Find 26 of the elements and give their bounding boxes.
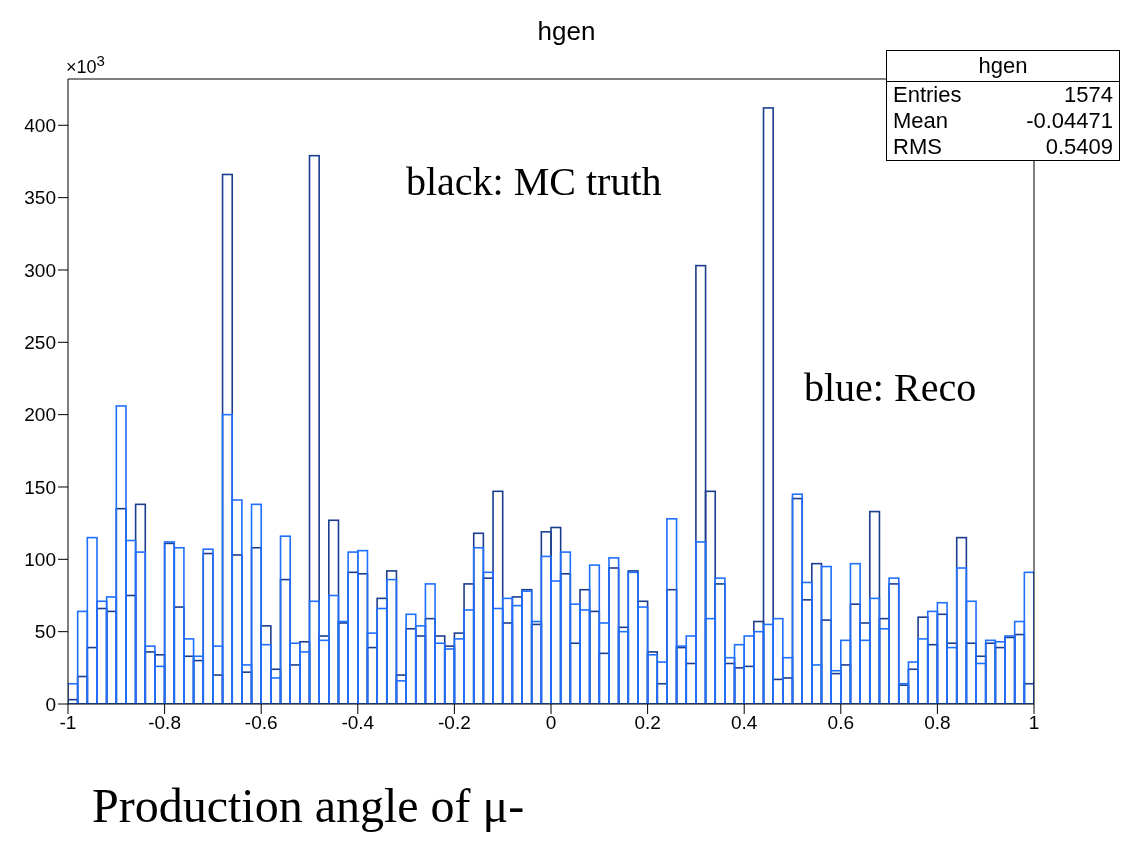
x-tick-label: 0.2 <box>634 712 661 734</box>
x-tick-label: 0.4 <box>730 712 758 734</box>
x-tick-label: -1 <box>59 712 77 734</box>
x-tick-label: 0.6 <box>827 712 855 734</box>
x-tick-label: 1 <box>1028 712 1040 734</box>
y-tick-label: 400 <box>24 115 56 137</box>
chart-title: hgen <box>536 16 597 47</box>
text: ×10$^{3}$ <box>66 52 105 78</box>
y-tick-label: 150 <box>24 476 56 498</box>
y-tick-label: 50 <box>34 621 56 643</box>
stats-box: hgen Entries 1574 Mean -0.04471 RMS 0.5409 <box>886 50 1120 161</box>
x-axis-title: Production angle of μ- <box>92 778 525 833</box>
y-tick-label: 100 <box>24 549 56 571</box>
annotation: blue: Reco <box>804 364 977 411</box>
x-tick-label: -0.4 <box>341 712 375 734</box>
x-tick-label: 0 <box>545 712 557 734</box>
x-tick-label: -0.2 <box>438 712 471 734</box>
y-tick-label: 300 <box>24 259 56 281</box>
y-tick-label: 350 <box>24 187 56 209</box>
x-tick-label: -0.6 <box>244 712 278 734</box>
y-tick-label: 0 <box>45 693 56 715</box>
annotation: black: MC truth <box>406 158 662 205</box>
y-tick-label: 250 <box>24 332 56 354</box>
x-tick-label: -0.8 <box>148 712 181 734</box>
x-tick-label: 0.8 <box>924 712 951 734</box>
y-tick-label: 200 <box>24 404 56 426</box>
